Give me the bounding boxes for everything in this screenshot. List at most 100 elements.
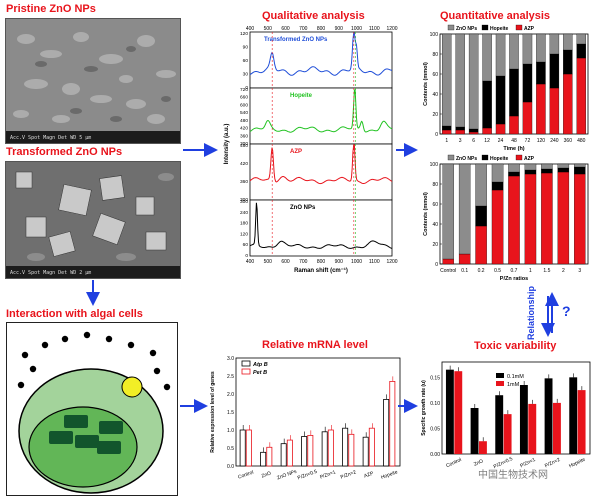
mrna-x-tick-label: Hopeite xyxy=(380,469,398,481)
mrna-y-tick-label: 3.0 xyxy=(227,356,234,362)
raman-y-tick-label: 0 xyxy=(245,85,248,91)
x-tick-label: 240 xyxy=(550,138,559,144)
raman-x-tick-label-top: 400 xyxy=(246,26,255,32)
mrna-y-tick-label: 2.5 xyxy=(227,374,234,380)
raman-x-tick-label-top: 700 xyxy=(299,26,308,32)
x-tick-label: 0.5 xyxy=(494,268,501,274)
bar-0.1mm xyxy=(445,369,454,454)
raman-y-tick-label: 120 xyxy=(240,231,248,237)
toxic-title: Toxic variability xyxy=(474,340,557,352)
raman-panel-frame xyxy=(249,87,393,145)
x-tick-label: 1 xyxy=(445,138,448,144)
x-tick-label: 480 xyxy=(577,138,586,144)
bar-zno xyxy=(495,33,506,77)
y-tick-label: 100 xyxy=(430,32,439,38)
x-axis-label: Time (h) xyxy=(503,146,524,152)
vacuole xyxy=(121,376,143,398)
raman-y-tick-label: 360 xyxy=(240,133,248,139)
toxic-legend-label: 1mM xyxy=(507,382,520,388)
sem-texture-transformed xyxy=(6,162,180,278)
raman-spectrum-line xyxy=(249,89,393,133)
raman-x-tick-label: 400 xyxy=(246,259,255,265)
bar-1mm xyxy=(479,441,487,454)
x-tick-label: 0.7 xyxy=(511,268,518,274)
bar-zno xyxy=(509,33,519,70)
sem-info-bar xyxy=(6,266,180,278)
mrna-y-tick-label: 0.5 xyxy=(227,446,234,452)
sem-image-transformed: Acc.V Spot Magn Det WD 2 μm xyxy=(5,161,181,279)
bar-atpb xyxy=(280,443,287,467)
relationship-label: Relationship xyxy=(526,285,536,340)
legend-swatch xyxy=(515,24,523,31)
toxic-legend-label: 0.1mM xyxy=(507,374,524,380)
y-axis-label: Contents (mmol) xyxy=(423,192,429,236)
raman-y-tick-label: 540 xyxy=(240,110,248,116)
x-tick-label: 2 xyxy=(562,268,565,274)
raman-y-tick-label: 360 xyxy=(240,179,248,185)
bar-petb xyxy=(286,439,293,467)
sem-texture-pristine xyxy=(6,19,180,143)
raman-x-tick-label: 500 xyxy=(264,259,273,265)
toxic-y-tick-label: 0.00 xyxy=(430,452,440,458)
bar-zno xyxy=(508,163,520,173)
x-tick-label: 3 xyxy=(459,138,462,144)
x-tick-label: 12 xyxy=(484,138,490,144)
bar-0.1mm xyxy=(495,395,504,454)
bar-atpb xyxy=(383,399,390,467)
mrna-y-tick-label: 2.0 xyxy=(227,392,234,398)
toxic-y-axis-label: Specific growth rate (u) xyxy=(421,380,427,436)
toxic-plot-frame xyxy=(441,361,591,455)
x-tick-label: 1.5 xyxy=(543,268,550,274)
raman-x-tick-label: 900 xyxy=(335,259,344,265)
y-tick-label: 0 xyxy=(435,262,438,268)
y-axis-label: Contents (mmol) xyxy=(423,62,429,106)
sem-caption: Acc.V Spot Magn Det WD 2 μm xyxy=(10,270,92,276)
raman-x-tick-label: 1100 xyxy=(369,259,380,265)
bar-zno xyxy=(576,33,586,45)
bar-atpb xyxy=(321,431,328,467)
legend-swatch xyxy=(481,24,489,31)
raman-y-tick-label: 90 xyxy=(243,45,249,51)
nanoparticle-dots xyxy=(17,331,171,391)
sem-caption: Acc.V Spot Magn Det WD 5 μm xyxy=(10,135,92,141)
x-tick-label: 120 xyxy=(537,138,546,144)
legend-swatch xyxy=(515,154,523,161)
raman-y-tick-label: 300 xyxy=(240,141,248,147)
mrna-legend-label: Atp B xyxy=(252,362,268,368)
mrna-y-tick-label: 1.0 xyxy=(227,428,234,434)
legend-label: Hopeite xyxy=(490,26,509,32)
mrna-legend-swatch xyxy=(241,368,251,375)
mrna-x-tick-label: ZnO xyxy=(261,471,272,480)
legend-swatch xyxy=(447,154,455,161)
transformed-title: Transformed ZnO NPs xyxy=(6,146,123,158)
bar-zno xyxy=(563,33,573,51)
bar-atpb xyxy=(301,436,308,467)
y-tick-label: 40 xyxy=(432,222,438,228)
y-tick-label: 60 xyxy=(432,202,438,208)
mrna-x-tick-label: P/Zn=1 xyxy=(319,469,337,480)
bar-zno xyxy=(522,33,533,65)
bar-1mm xyxy=(454,371,463,454)
raman-y-tick-label: 480 xyxy=(240,143,248,149)
mrna-x-tick-label: Control xyxy=(237,469,254,480)
raman-spectrum-line xyxy=(249,32,393,76)
bar-1mm xyxy=(503,414,512,454)
bar-zno xyxy=(557,163,570,169)
raman-y-tick-label: 120 xyxy=(240,31,248,37)
raman-panel-label: ZnO NPs xyxy=(290,205,316,211)
chloroplasts xyxy=(49,415,123,454)
watermark-text: 中国生物技术网 xyxy=(478,470,548,481)
mrna-chart: Control ZnO ZnO NPs P/Zn=0.5 P/Zn=1 P/Zn=2 AZP… xyxy=(206,352,406,498)
bar-1mm xyxy=(577,390,586,454)
x-axis-label: P/Zn ratios xyxy=(500,276,528,282)
bar-zno xyxy=(524,163,537,171)
legend-label: AZP xyxy=(524,26,535,32)
raman-x-tick-label-top: 600 xyxy=(281,26,290,32)
quantitative-title: Quantitative analysis xyxy=(440,10,551,22)
bar-zno xyxy=(458,163,471,255)
bar-1mm xyxy=(528,403,537,454)
x-tick-label: 0.2 xyxy=(478,268,485,274)
toxic-legend-swatch xyxy=(496,381,504,386)
bar-zno xyxy=(475,163,487,207)
